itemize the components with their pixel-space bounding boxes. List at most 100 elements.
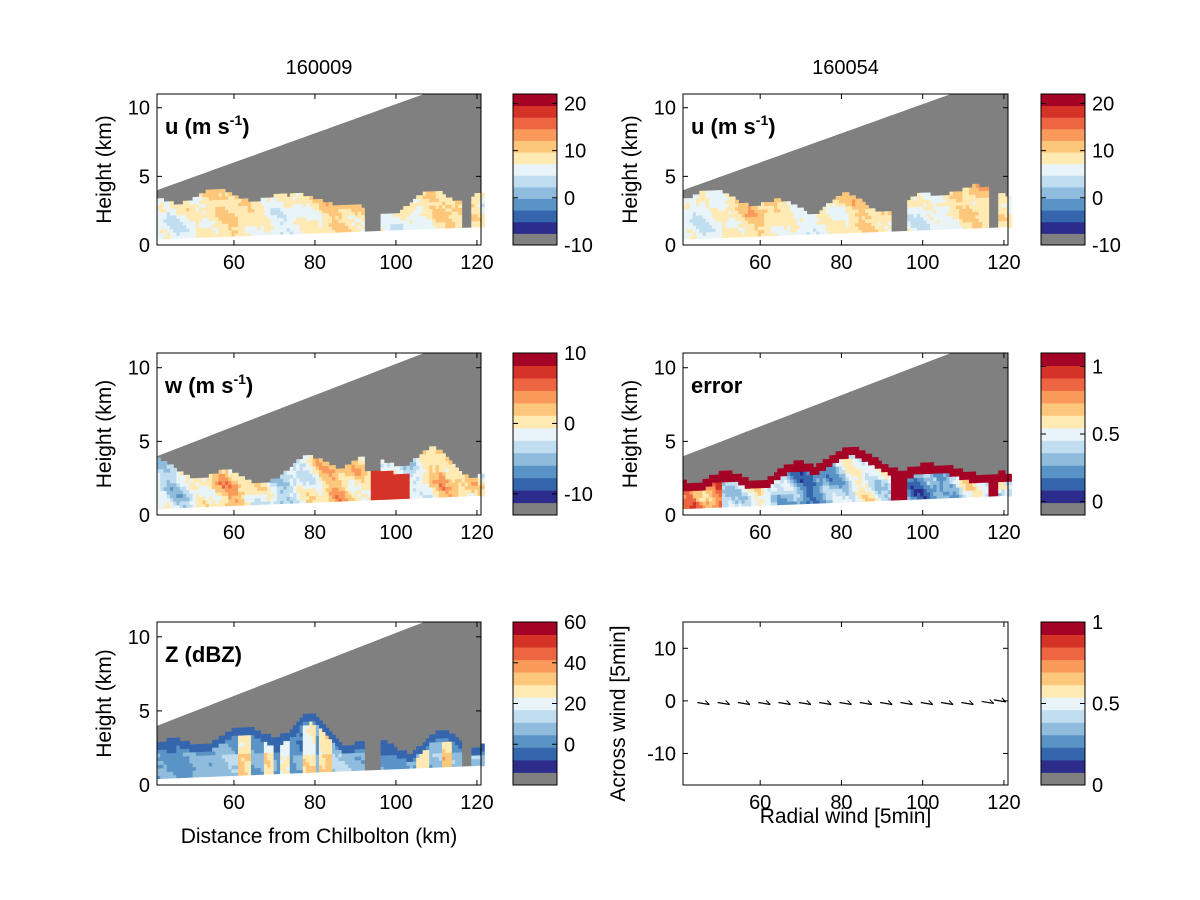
field-cell: [400, 213, 404, 218]
field-cell: [852, 215, 856, 220]
field-cell: [393, 488, 398, 493]
field-cell: [273, 228, 278, 233]
field-cell: [403, 206, 407, 211]
field-cell: [881, 493, 886, 498]
field-cell: [332, 468, 336, 474]
field-cell: [251, 741, 255, 747]
field-cell: [946, 472, 951, 477]
field-cell: [442, 201, 446, 206]
field-cell: [286, 500, 291, 505]
field-cell: [871, 222, 876, 226]
field-cell: [215, 743, 220, 748]
field-cell: [822, 499, 827, 504]
field-cell: [228, 753, 233, 759]
field-cell: [777, 232, 782, 237]
field-cell: [881, 482, 886, 487]
field-cell: [887, 221, 892, 226]
field-cell: [383, 747, 388, 752]
field-cell: [696, 201, 700, 206]
field-cell: [192, 759, 197, 764]
field-cell: [202, 751, 207, 756]
field-cell: [186, 204, 190, 209]
field-cell: [1008, 488, 1012, 493]
field-cell: [413, 469, 417, 474]
field-cell: [718, 224, 723, 229]
field-cell: [195, 489, 200, 494]
field-cell: [442, 759, 446, 765]
field-cell: [396, 480, 401, 486]
field-cell: [855, 472, 860, 477]
field-cell: [283, 210, 288, 215]
field-cell: [263, 204, 268, 209]
field-cell: [474, 193, 479, 198]
field-cell: [416, 202, 420, 207]
field-cell: [692, 228, 697, 233]
field-cell: [975, 194, 980, 199]
field-cell: [299, 203, 304, 208]
field-cell: [777, 229, 782, 234]
field-cell: [328, 768, 333, 773]
field-cell: [858, 468, 863, 474]
field-cell: [299, 470, 304, 475]
field-cell: [192, 496, 197, 501]
field-cell: [832, 220, 837, 225]
field-cell: [254, 228, 258, 233]
field-cell: [293, 736, 297, 741]
field-cell: [806, 221, 811, 226]
field-cell: [296, 728, 301, 734]
field-cell: [361, 759, 365, 764]
field-cell: [796, 486, 801, 491]
field-cell: [416, 469, 420, 474]
field-cell: [205, 496, 210, 501]
field-cell: [302, 739, 307, 744]
field-cell: [225, 742, 229, 748]
field-cell: [186, 485, 190, 491]
field-cell: [741, 216, 746, 221]
field-cell: [157, 229, 161, 234]
field-cell: [722, 207, 726, 212]
field-cell: [309, 769, 314, 774]
field-cell: [455, 207, 459, 212]
field-cell: [225, 473, 229, 478]
field-cell: [416, 757, 420, 762]
field-cell: [455, 759, 459, 764]
field-cell: [777, 494, 782, 499]
field-cell: [195, 496, 200, 501]
field-cell: [748, 488, 752, 493]
field-cell: [852, 465, 856, 470]
field-cell: [270, 497, 275, 502]
field-cell: [215, 473, 220, 478]
field-cell: [163, 741, 168, 747]
field-cell: [725, 477, 730, 483]
field-cell: [445, 460, 450, 465]
field-cell: [803, 467, 808, 472]
field-cell: [260, 745, 265, 750]
field-cell: [728, 477, 733, 483]
field-cell: [881, 486, 886, 491]
field-cell: [770, 219, 775, 223]
field-cell: [289, 220, 294, 225]
field-cell: [170, 204, 174, 209]
field-cell: [930, 206, 934, 211]
field-cell: [163, 505, 168, 510]
field-cell: [445, 467, 450, 473]
field-cell: [322, 746, 326, 751]
field-cell: [939, 226, 944, 231]
colorbar-swatch: [1041, 210, 1085, 223]
field-cell: [225, 772, 229, 777]
field-cell: [286, 196, 291, 201]
field-cell: [933, 212, 938, 217]
field-cell: [160, 236, 164, 240]
field-cell: [962, 475, 967, 480]
field-cell: [783, 232, 788, 237]
field-cell: [774, 198, 778, 203]
field-cell: [186, 235, 190, 239]
field-cell: [897, 474, 902, 479]
field-cell: [936, 476, 941, 481]
field-cell: [455, 478, 459, 483]
field-cell: [225, 491, 229, 496]
wind-arrow: [758, 701, 771, 706]
field-cell: [995, 478, 999, 483]
field-cell: [764, 209, 769, 213]
field-cell: [286, 470, 291, 475]
